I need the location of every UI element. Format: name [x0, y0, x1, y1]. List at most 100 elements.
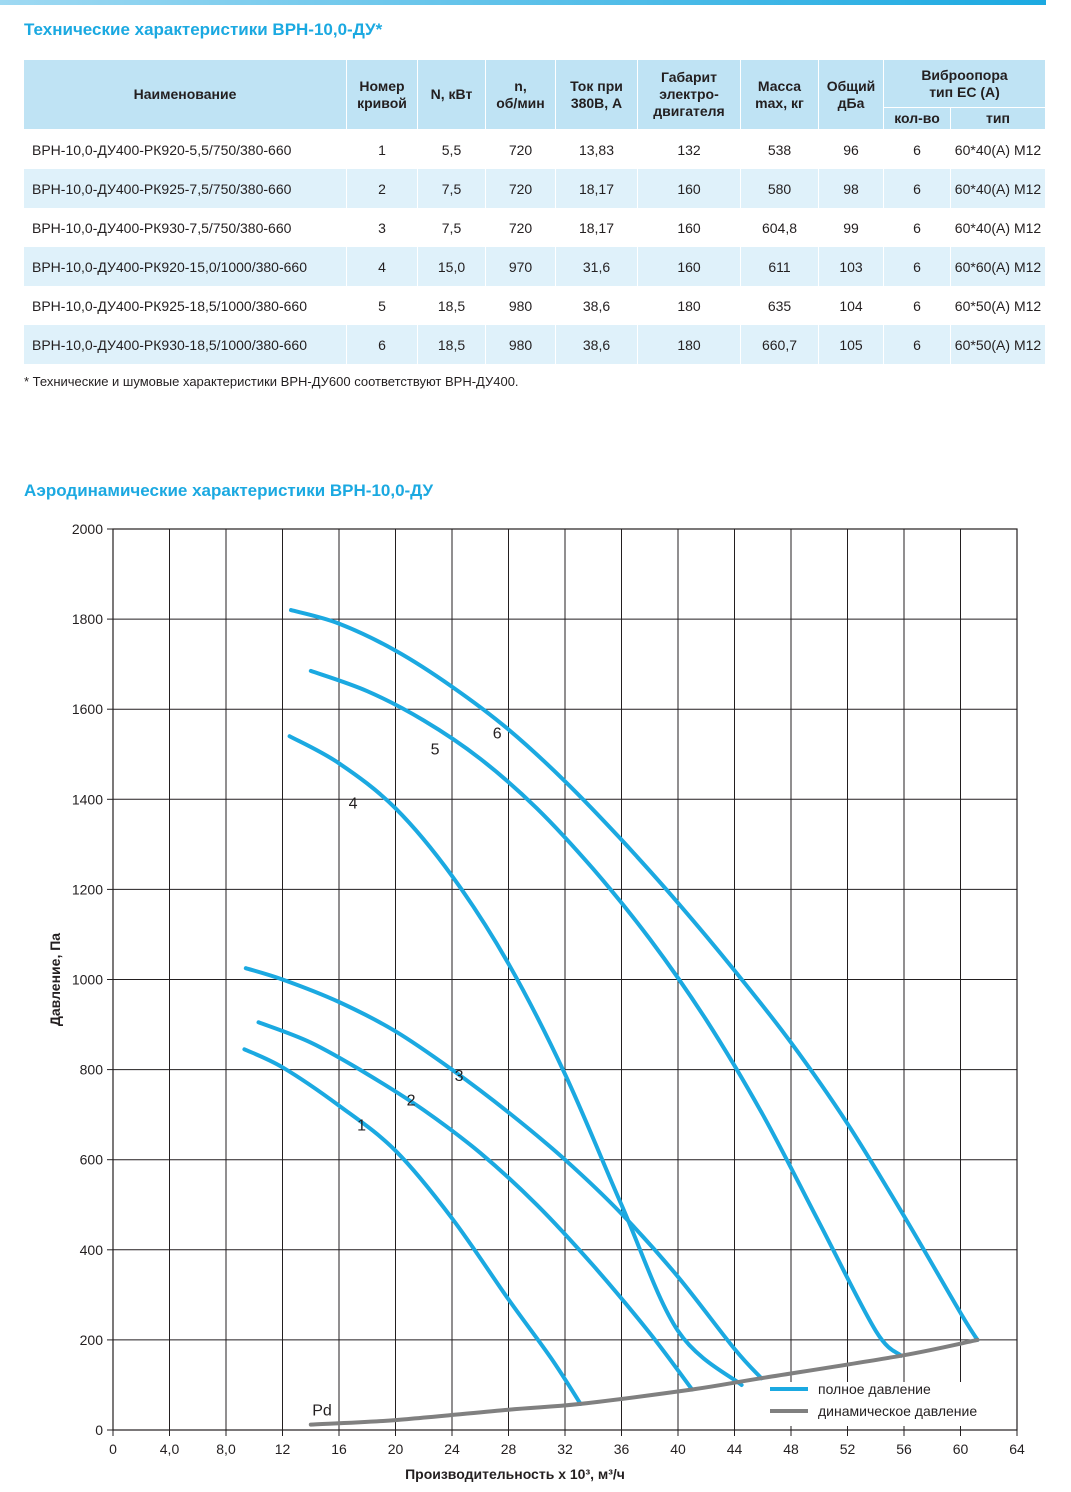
table-row: ВРН-10,0-ДУ400-РК925-7,5/750/380-660 2 7,5…	[24, 169, 1045, 208]
table-cell: 38,6	[556, 286, 638, 325]
header-noise: Общий дБа	[819, 60, 884, 130]
x-tick-label: 28	[501, 1441, 517, 1457]
table-cell: 18,17	[556, 169, 638, 208]
dynamic-pressure-line	[308, 1337, 980, 1427]
header-vibro: Виброопора тип ЕС (А)	[884, 60, 1045, 108]
table-cell: 96	[819, 130, 884, 169]
y-tick-label: 400	[80, 1242, 104, 1258]
x-tick-label: 40	[670, 1441, 686, 1457]
table-row: ВРН-10,0-ДУ400-РК925-18,5/1000/380-660 5 1…	[24, 286, 1045, 325]
header-curve: Номер кривой	[347, 60, 418, 130]
full-pressure-curve-4	[287, 734, 744, 1387]
table-cell: 60*40(А) М12	[954, 141, 1042, 158]
header-current: Ток при 380В, А	[556, 60, 638, 130]
x-tick-label: 4,0	[160, 1441, 180, 1457]
table-cell: 611	[741, 247, 819, 286]
footnote: * Технические и шумовые характеристики В…	[24, 374, 519, 389]
header-vibro-qty: кол-во	[884, 108, 951, 130]
full-pressure-curve-1	[242, 1047, 583, 1406]
y-tick-label: 2000	[72, 521, 103, 537]
header-rpm-line1: n,	[514, 77, 527, 94]
y-tick-label: 1400	[72, 791, 103, 807]
y-tick-label: 200	[80, 1332, 104, 1348]
table-cell: 980	[486, 325, 556, 364]
curve-label: 2	[407, 1093, 416, 1110]
table-cell: ВРН-10,0-ДУ400-РК920-15,0/1000/380-660	[24, 247, 347, 286]
legend-label-dynamic: динамическое давление	[818, 1403, 977, 1419]
table-cell: 604,8	[741, 208, 819, 247]
y-tick-label: 800	[80, 1062, 104, 1078]
table-cell: 60*50(А) М12	[951, 325, 1045, 364]
table-cell: 538	[741, 130, 819, 169]
table-cell: 160	[638, 169, 741, 208]
table-cell: 6	[884, 169, 951, 208]
header-vibro-line1: Виброопора	[921, 66, 1008, 83]
header-motor-line3: двигателя	[653, 103, 725, 119]
table-cell: 18,5	[418, 325, 486, 364]
header-vibro-type: тип	[951, 108, 1045, 130]
table-cell: 720	[486, 169, 556, 208]
full-pressure-curve-3	[243, 966, 764, 1381]
table-row: ВРН-10,0-ДУ400-РК930-18,5/1000/380-660 6 1…	[24, 325, 1045, 364]
table-cell: 31,6	[556, 247, 638, 286]
full-pressure-curve-2	[256, 1020, 695, 1392]
table-cell: 6	[884, 208, 951, 247]
table-row: ВРН-10,0-ДУ400-РК920-15,0/1000/380-660 4 1…	[24, 247, 1045, 286]
curve-label: 4	[349, 795, 358, 812]
y-tick-label: 600	[80, 1152, 104, 1168]
x-tick-label: 48	[783, 1441, 799, 1457]
table-cell: 6	[347, 325, 418, 364]
top-accent-bar	[0, 0, 1046, 5]
curve-label: 6	[493, 725, 502, 742]
table-cell: 180	[638, 325, 741, 364]
table-cell: ВРН-10,0-ДУ400-РК925-18,5/1000/380-660	[24, 286, 347, 325]
table-cell: 970	[486, 247, 556, 286]
x-tick-label: 60	[953, 1441, 969, 1457]
table-cell: 6	[884, 130, 951, 169]
curve-label: Pd	[312, 1403, 332, 1420]
header-mass-line2: max, кг	[755, 94, 804, 111]
table-cell: 180	[638, 286, 741, 325]
pressure-flow-chart: 0 4,0 8,0 12 16 20 24 28 32 36 40 44 48 52 56 60 6402004…	[47, 521, 1025, 1482]
header-mass: Масса max, кг	[741, 60, 819, 130]
curve-label: 3	[455, 1068, 464, 1085]
table-cell: 5	[347, 286, 418, 325]
full-pressure-curve-6	[289, 608, 980, 1342]
table-cell: 132	[638, 130, 741, 169]
spec-table: Наименование Номер кривой N, кВт n, об/мин…	[24, 60, 1045, 364]
header-mass-line1: Масса	[757, 77, 802, 94]
table-cell: 98	[819, 169, 884, 208]
table-cell: ВРН-10,0-ДУ400-РК920-5,5/750/380-660	[24, 130, 347, 169]
table-cell: 635	[741, 286, 819, 325]
table-cell: 13,83	[556, 130, 638, 169]
table-cell: 15,0	[418, 247, 486, 286]
x-tick-label: 52	[840, 1441, 856, 1457]
header-current-line2: 380В, А	[570, 94, 623, 111]
curve-label: 5	[431, 741, 440, 758]
table-cell: ВРН-10,0-ДУ400-РК930-7,5/750/380-660	[24, 208, 347, 247]
x-tick-label: 24	[444, 1441, 460, 1457]
tech-spec-title: Технические характеристики ВРН-10,0-ДУ*	[24, 20, 383, 39]
table-cell: 60*40(А) М12	[951, 169, 1045, 208]
header-vibro-line2: тип ЕС (А)	[929, 83, 1000, 100]
y-axis-label: Давление, Па	[47, 933, 63, 1026]
x-tick-label: 20	[388, 1441, 404, 1457]
table-cell: 7,5	[418, 208, 486, 247]
table-cell: 2	[347, 169, 418, 208]
y-tick-label: 1600	[72, 701, 103, 717]
y-tick-label: 0	[95, 1422, 103, 1438]
y-tick-label: 1000	[72, 972, 103, 988]
table-cell: 18,17	[556, 208, 638, 247]
table-row: ВРН-10,0-ДУ400-РК920-5,5/750/380-660 1 5,5…	[24, 130, 1045, 169]
table-cell: 60*50(А) М12	[954, 297, 1042, 314]
header-rpm: n, об/мин	[486, 60, 556, 130]
table-cell: 18,5	[418, 286, 486, 325]
header-noise-line2: дБа	[837, 94, 865, 111]
table-cell: 4	[347, 247, 418, 286]
chart-title: Аэродинамические характеристики ВРН-10,0…	[24, 481, 434, 500]
x-tick-label: 0	[109, 1441, 117, 1457]
header-noise-line1: Общий	[826, 77, 876, 94]
header-rpm-line2: об/мин	[496, 94, 545, 111]
table-cell: 6	[884, 325, 951, 364]
x-tick-label: 36	[614, 1441, 630, 1457]
